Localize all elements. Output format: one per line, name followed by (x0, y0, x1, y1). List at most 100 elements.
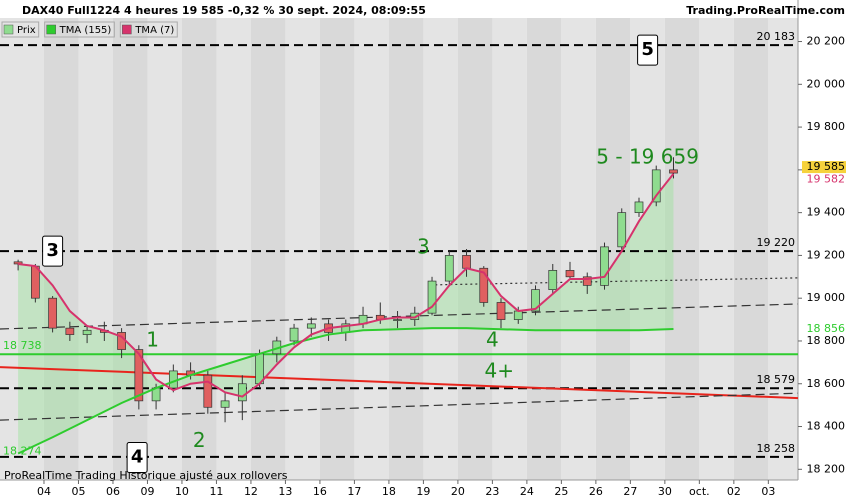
x-tick-label: 26 (589, 485, 603, 498)
x-tick-label: 17 (347, 485, 361, 498)
legend-frame (1, 21, 40, 38)
x-tick-label: 25 (554, 485, 568, 498)
day-band (457, 18, 493, 480)
price-box-label: 19 582 (807, 173, 846, 186)
annotation: 3 (46, 240, 59, 261)
candle-body (479, 267, 489, 303)
annotation: 4 (486, 327, 499, 351)
candle-body (651, 169, 661, 203)
x-tick-label: 06 (106, 485, 120, 498)
annotation: 5 (641, 39, 654, 60)
y-tick-label: 19 000 (807, 291, 846, 304)
candle-body (531, 289, 540, 312)
candle-body (168, 370, 178, 389)
x-tick-label: 02 (727, 485, 741, 498)
day-band (630, 18, 665, 480)
day-band (699, 18, 734, 480)
y-tick-label: 18 600 (807, 377, 846, 390)
footer: ProRealTime Trading Historique ajusté au… (4, 469, 288, 482)
x-tick-label: 24 (520, 485, 534, 498)
legend-frame (44, 21, 115, 38)
day-band (147, 18, 182, 480)
x-tick-label: 05 (71, 485, 85, 498)
day-band (388, 18, 424, 480)
legend-label: TMA (7) (134, 25, 174, 36)
y-tick-label: 20 000 (807, 77, 846, 90)
candle-body (496, 302, 506, 320)
x-tick-label: 23 (485, 485, 499, 498)
day-band (285, 18, 320, 480)
x-tick-label: 16 (313, 485, 327, 498)
legend-label: TMA (155) (59, 25, 112, 36)
candle-body (13, 261, 23, 265)
y-tick-label: 19 400 (807, 206, 846, 219)
x-tick-label: 03 (761, 485, 775, 498)
chart-title: DAX40 Full1224 4 heures 19 585 -0,32 % 3… (22, 4, 426, 17)
day-band (492, 18, 527, 480)
candle-body (565, 270, 575, 278)
level-label: 20 183 (757, 30, 796, 43)
annotation: 1 (146, 327, 159, 351)
candle-body (427, 280, 437, 314)
y-tick-label: 19 200 (807, 248, 846, 261)
candle-body (220, 400, 230, 408)
candle-body (444, 255, 454, 282)
day-band (354, 18, 389, 480)
annotation: 5 - 19 659 (596, 145, 699, 169)
y-tick-label: 18 800 (807, 334, 846, 347)
candle-body (600, 246, 609, 286)
candle-body (82, 329, 92, 335)
price-box-label: 19 585 (807, 160, 846, 173)
price-box-label: 18 856 (807, 322, 846, 335)
legend-frame (119, 21, 178, 38)
day-band (768, 18, 798, 480)
source: Trading.ProRealTime.com (686, 4, 845, 17)
day-band (0, 18, 44, 480)
day-band (733, 18, 769, 480)
candle-body (65, 327, 75, 335)
annotation: 2 (193, 428, 206, 452)
x-tick-label: 12 (244, 485, 258, 498)
x-tick-label: oct. (689, 485, 710, 498)
x-tick-label: 11 (209, 485, 223, 498)
level-label: 19 220 (757, 236, 796, 249)
x-tick-label: 19 (416, 485, 430, 498)
day-band (526, 18, 562, 480)
day-band (561, 18, 596, 480)
ma-line (17, 327, 674, 455)
trend-area (18, 173, 674, 454)
y-tick-label: 18 200 (807, 462, 846, 475)
legend-swatch (46, 24, 56, 35)
legend-label: Prix (17, 25, 36, 36)
trend-line (0, 392, 799, 421)
annotation-box (126, 442, 148, 474)
candle-body (203, 374, 213, 408)
day-band (216, 18, 251, 480)
x-tick-label: 04 (37, 485, 51, 498)
annotation: 4 (131, 447, 144, 468)
x-tick-label: 20 (451, 485, 465, 498)
y-tick-label: 19 800 (807, 120, 846, 133)
candle-body (513, 310, 523, 320)
trend-line (0, 366, 799, 400)
annotation-box (42, 235, 64, 267)
candle-body (134, 349, 144, 402)
candle-body (31, 265, 40, 299)
day-band (78, 18, 113, 480)
candle-body (48, 297, 57, 329)
candle-body (289, 327, 299, 342)
day-band (319, 18, 355, 480)
x-tick-label: 30 (658, 485, 672, 498)
legend-swatch (3, 24, 14, 35)
level-label: 18 738 (3, 339, 42, 352)
annotation-box (637, 34, 659, 66)
y-tick-label: 18 400 (807, 420, 846, 433)
candle-body (548, 270, 558, 290)
candle-body (669, 169, 678, 174)
candle-body (617, 212, 627, 248)
legend-swatch (122, 24, 132, 35)
candle-body (237, 383, 247, 402)
day-band (181, 18, 217, 480)
